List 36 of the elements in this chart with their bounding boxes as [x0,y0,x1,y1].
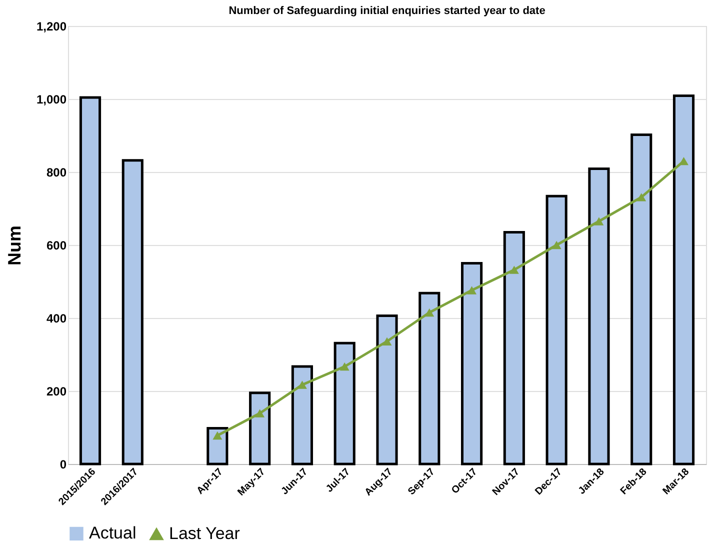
bar [206,426,228,466]
bar [122,159,144,466]
y-tick-label: 800 [46,166,67,180]
bar [291,365,314,466]
point [212,431,222,440]
bar [79,96,102,466]
point [382,337,392,346]
point [594,217,604,226]
point [509,266,519,274]
legend-label: Actual [89,524,136,543]
bar [249,392,271,466]
y-tick-label: 600 [46,238,67,252]
y-tick-label: 200 [46,384,67,398]
bar [334,342,356,466]
y-tick-label: 0 [60,458,67,472]
point [552,240,562,250]
point [255,409,265,418]
legend-label: Last Year [169,524,240,544]
bar [672,94,695,466]
bar [376,314,398,466]
point [467,286,477,294]
y-tick-label: 400 [46,312,67,326]
bar [546,194,568,466]
y-tick-label: 1,200 [36,20,67,34]
point [424,308,434,317]
bar [630,134,652,466]
bar [418,292,440,466]
point [340,362,350,371]
point [297,380,307,389]
chart-title: Number of Safeguarding initial enquiries started year to date [228,5,546,17]
bar [588,167,610,466]
bar [503,230,525,466]
bar [460,262,483,466]
y-tick-label: 1,000 [36,92,67,106]
point [636,193,646,202]
y-axis-title: Num [4,226,24,266]
